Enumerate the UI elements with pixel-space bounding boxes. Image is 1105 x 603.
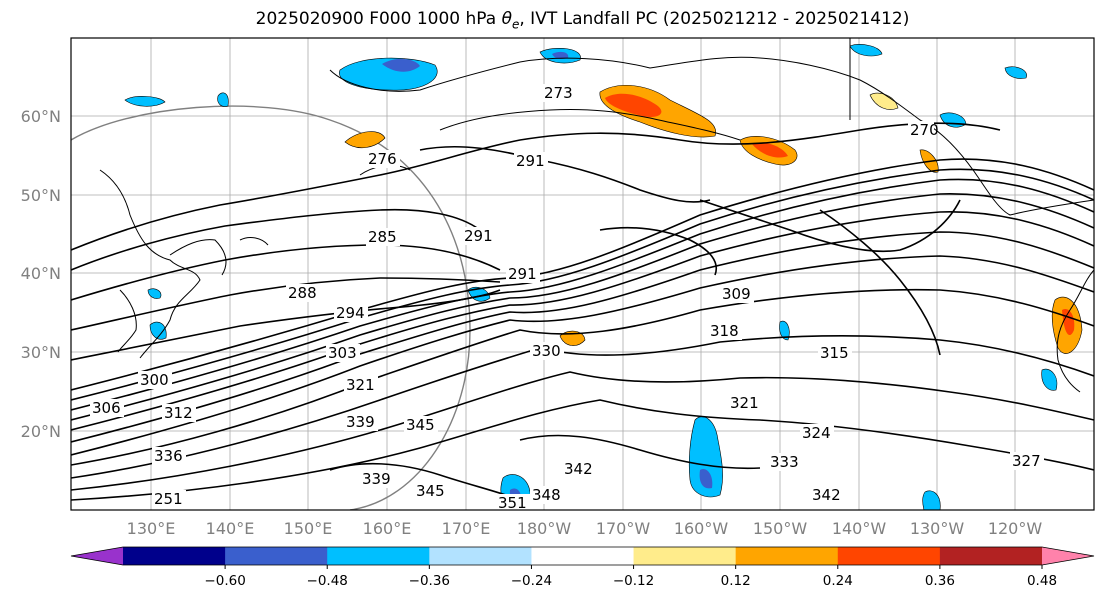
contour-label: 273 — [544, 84, 573, 102]
contour-label: 285 — [368, 228, 397, 246]
contour-label: 300 — [140, 371, 169, 389]
map-title: 2025020900 F000 1000 hPa θe, IVT Landfal… — [255, 9, 910, 32]
svg-text:140°E: 140°E — [206, 519, 255, 538]
colorbar-segment — [939, 547, 1043, 565]
range-ring — [71, 105, 471, 510]
contour-label: 270 — [910, 121, 939, 139]
map-frame — [70, 37, 1095, 511]
colorbar-segment — [225, 547, 328, 565]
longitude-labels: 130°E 140°E 150°E 160°E 170°E 180°W 170°… — [127, 519, 1043, 538]
colorbar-segment — [837, 547, 941, 565]
graticule — [71, 38, 1094, 510]
contour-label: 345 — [416, 482, 445, 500]
contour-label: 324 — [802, 424, 831, 442]
colorbar-tick-label: −0.24 — [511, 573, 552, 589]
contour-label: 321 — [730, 394, 759, 412]
map-panel: 273 276 291 285 291 291 288 294 303 300 — [70, 37, 1095, 512]
contour-label: 351 — [498, 494, 527, 512]
colorbar-tick-label: 0.24 — [823, 573, 853, 589]
contour-label: 309 — [722, 285, 751, 303]
contour-label: 330 — [532, 342, 561, 360]
colorbar-segment — [123, 547, 226, 565]
svg-text:120°W: 120°W — [988, 519, 1043, 538]
contour-label: 303 — [328, 344, 357, 362]
colorbar-segment — [531, 547, 635, 565]
colorbar-tick-label: 0.48 — [1027, 573, 1057, 589]
contour-label: 291 — [516, 152, 545, 170]
colorbar-segment — [735, 547, 839, 565]
colorbar-outline — [70, 546, 1095, 566]
contour-label: 336 — [154, 447, 183, 465]
svg-text:160°W: 160°W — [674, 519, 729, 538]
svg-text:50°N: 50°N — [21, 186, 61, 205]
colorbar-tick-label: −0.48 — [307, 573, 348, 589]
contour-labels: 273 276 291 285 291 291 288 294 303 300 — [90, 84, 1044, 512]
colorbar-segment — [327, 547, 430, 565]
contour-label: 339 — [346, 413, 375, 431]
contour-label: 291 — [464, 227, 493, 245]
contour-label: 291 — [508, 265, 537, 283]
colorbar-tick-label: −0.12 — [613, 573, 654, 589]
theta-e-contours — [71, 122, 1094, 501]
colorbar-tick-label: −0.60 — [204, 573, 245, 589]
svg-text:20°N: 20°N — [21, 422, 61, 441]
contour-label: 306 — [92, 399, 121, 417]
svg-text:130°W: 130°W — [910, 519, 965, 538]
colorbar-segment — [429, 547, 532, 565]
contour-label: 288 — [288, 284, 317, 302]
contour-label: 342 — [564, 460, 593, 478]
contour-label: 294 — [336, 304, 365, 322]
contour-label: 276 — [368, 150, 397, 168]
contour-label: 318 — [710, 322, 739, 340]
latitude-labels: 60°N 50°N 40°N 30°N 20°N — [21, 107, 61, 441]
svg-text:180°W: 180°W — [517, 519, 572, 538]
svg-text:150°W: 150°W — [753, 519, 808, 538]
contour-label: 327 — [1012, 452, 1041, 470]
colorbar-extend-high — [1042, 547, 1094, 565]
svg-text:160°E: 160°E — [363, 519, 412, 538]
colorbar-tick-label: 0.12 — [721, 573, 751, 589]
svg-text:170°E: 170°E — [442, 519, 491, 538]
contour-label: 333 — [770, 453, 799, 471]
contour-label: 251 — [154, 490, 183, 508]
contour-label: 348 — [532, 486, 561, 504]
colorbar-tick-label: 0.36 — [925, 573, 955, 589]
contour-label: 312 — [164, 404, 193, 422]
contour-label: 342 — [812, 486, 841, 504]
contour-label: 315 — [820, 344, 849, 362]
colorbar-tick-label: −0.36 — [409, 573, 450, 589]
contour-label: 345 — [406, 416, 435, 434]
svg-text:150°E: 150°E — [284, 519, 333, 538]
colorbar: −0.60 −0.48 −0.36 −0.24 −0.12 0.12 0.24 0.36 0.4… — [70, 546, 1095, 589]
contour-label: 321 — [346, 376, 375, 394]
colorbar-extend-low — [71, 547, 123, 565]
svg-text:130°E: 130°E — [127, 519, 176, 538]
svg-text:40°N: 40°N — [21, 264, 61, 283]
contour-label: 339 — [362, 470, 391, 488]
svg-text:140°W: 140°W — [832, 519, 887, 538]
svg-text:170°W: 170°W — [596, 519, 651, 538]
svg-text:60°N: 60°N — [21, 107, 61, 126]
colorbar-segment — [633, 547, 737, 565]
svg-text:30°N: 30°N — [21, 343, 61, 362]
